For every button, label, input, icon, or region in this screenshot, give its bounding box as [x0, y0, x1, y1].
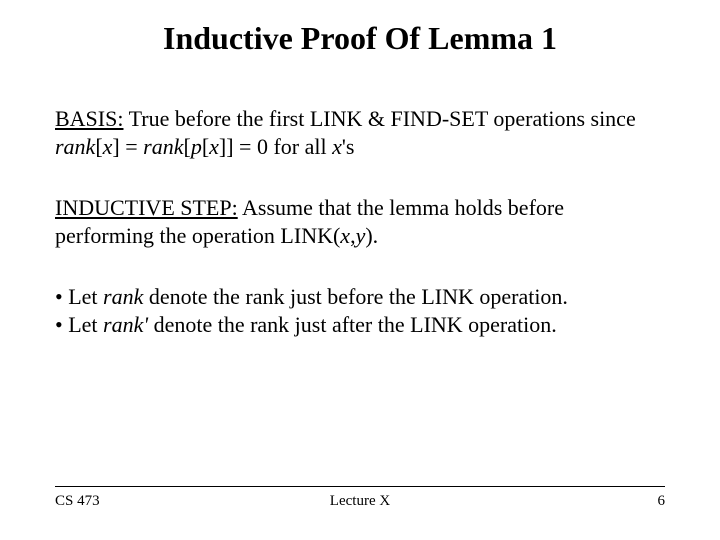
basis-br2: ] =	[112, 134, 143, 159]
basis-x3: x	[332, 134, 342, 159]
basis-tail: 's	[342, 134, 355, 159]
basis-text-1: True before the first LINK & FIND-SET op…	[123, 106, 635, 131]
footer-divider	[55, 486, 665, 487]
basis-paragraph: BASIS: True before the first LINK & FIND…	[55, 105, 665, 160]
bullet-2-a: • Let	[55, 312, 103, 337]
basis-rank-2: rank	[143, 134, 183, 159]
footer-left: CS 473	[55, 493, 100, 510]
footer-right: 6	[658, 493, 666, 510]
bullet-1-b: denote the rank just before the LINK ope…	[143, 284, 568, 309]
basis-p: p	[191, 134, 202, 159]
inductive-paragraph: INDUCTIVE STEP: Assume that the lemma ho…	[55, 194, 665, 249]
bullet-1-a: • Let	[55, 284, 103, 309]
footer: CS 473 Lecture X 6	[55, 486, 665, 510]
basis-x1: x	[103, 134, 113, 159]
basis-br3: [	[183, 134, 190, 159]
bullet-2: • Let rank' denote the rank just after t…	[55, 311, 665, 339]
inductive-label: INDUCTIVE STEP:	[55, 195, 238, 220]
footer-center: Lecture X	[55, 493, 665, 510]
slide-title: Inductive Proof Of Lemma 1	[95, 20, 625, 57]
inductive-y: y	[356, 223, 366, 248]
footer-row: CS 473 Lecture X 6	[55, 493, 665, 510]
basis-rank-1: rank	[55, 134, 95, 159]
basis-br1: [	[95, 134, 102, 159]
basis-br5: ]] = 0 for all	[219, 134, 332, 159]
bullet-2-b: denote the rank just after the LINK oper…	[148, 312, 557, 337]
bullet-1-rank: rank	[103, 284, 143, 309]
bullets-paragraph: • Let rank denote the rank just before t…	[55, 283, 665, 338]
inductive-x: x	[340, 223, 350, 248]
slide: Inductive Proof Of Lemma 1 BASIS: True b…	[0, 0, 720, 540]
basis-label: BASIS:	[55, 106, 123, 131]
basis-x2: x	[209, 134, 219, 159]
inductive-close: ).	[365, 223, 378, 248]
bullet-1: • Let rank denote the rank just before t…	[55, 283, 665, 311]
bullet-2-rank: rank'	[103, 312, 148, 337]
